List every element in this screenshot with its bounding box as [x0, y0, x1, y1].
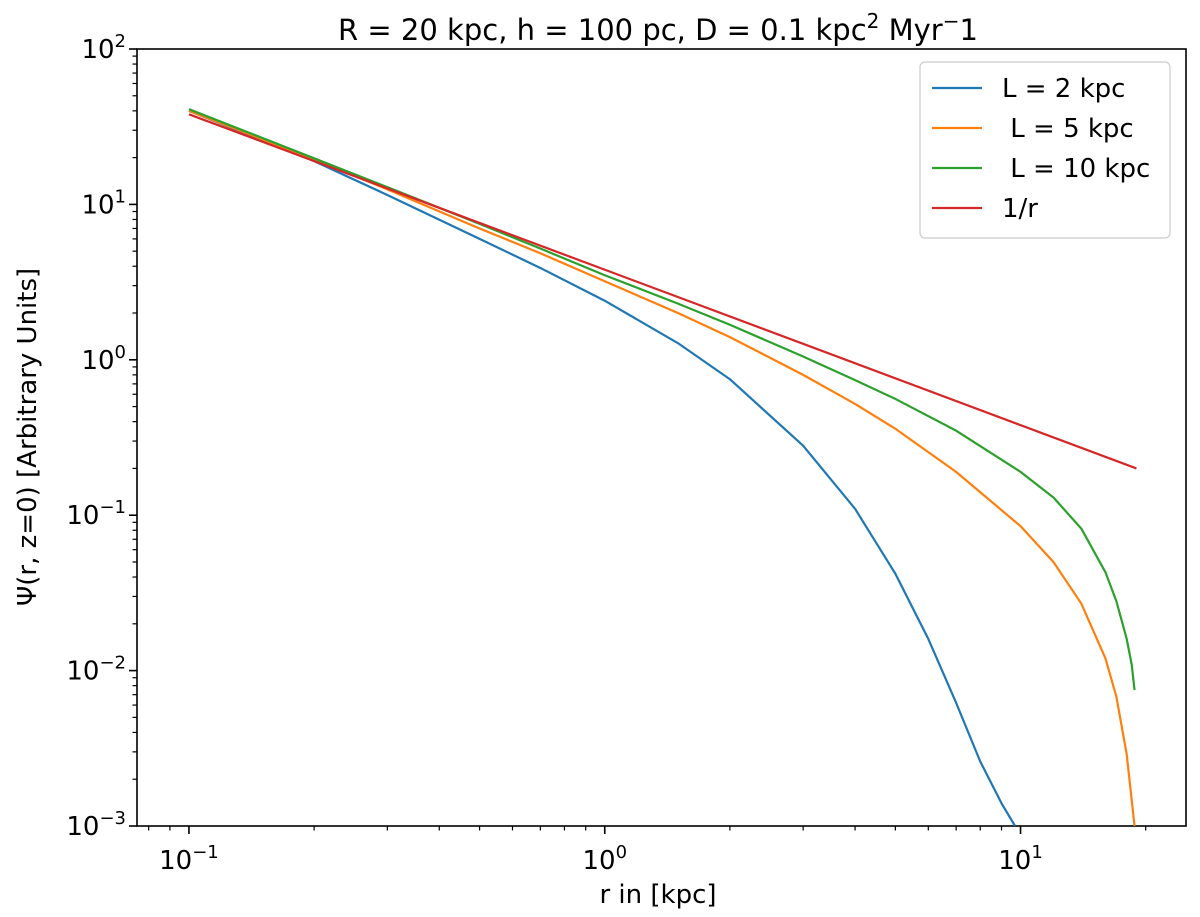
y-tick-label-6: 102 [81, 31, 126, 65]
axis-ticks: 10−1 100 101 10−3 10−2 10−1 100 101 102 [66, 31, 1147, 876]
y-tick-label-1: 10−3 [66, 808, 126, 842]
series-layer [188, 108, 1137, 826]
legend-label-4: 1/r [1002, 194, 1038, 224]
chart-title: R = 20 kpc, h = 100 pc, D = 0.1 kpc2 Myr… [338, 9, 978, 47]
x-tick-label-1: 10−1 [159, 842, 219, 876]
series-line-4 [188, 113, 1137, 470]
y-tick-label-3: 10−1 [66, 497, 126, 531]
series-line-3 [188, 108, 1136, 691]
y-axis-label: Ψ(r, z=0) [Arbitrary Units] [13, 268, 43, 606]
legend-label-3: L = 10 kpc [1002, 154, 1150, 184]
y-tick-label-4: 100 [81, 342, 126, 376]
x-axis-label: r in [kpc] [599, 880, 716, 910]
legend-label-2: L = 5 kpc [1002, 114, 1134, 144]
series-line-2 [188, 109, 1136, 826]
x-tick-label-3: 101 [998, 842, 1043, 876]
x-tick-label-2: 100 [582, 842, 627, 876]
plot-area-frame [136, 48, 1187, 827]
series-line-1 [188, 109, 1016, 826]
legend: L = 2 kpc L = 5 kpc L = 10 kpc 1/r [919, 61, 1171, 239]
legend-label-1: L = 2 kpc [1002, 74, 1125, 104]
legend-box [919, 61, 1171, 239]
y-tick-label-2: 10−2 [66, 653, 126, 687]
y-tick-label-5: 101 [81, 186, 126, 220]
